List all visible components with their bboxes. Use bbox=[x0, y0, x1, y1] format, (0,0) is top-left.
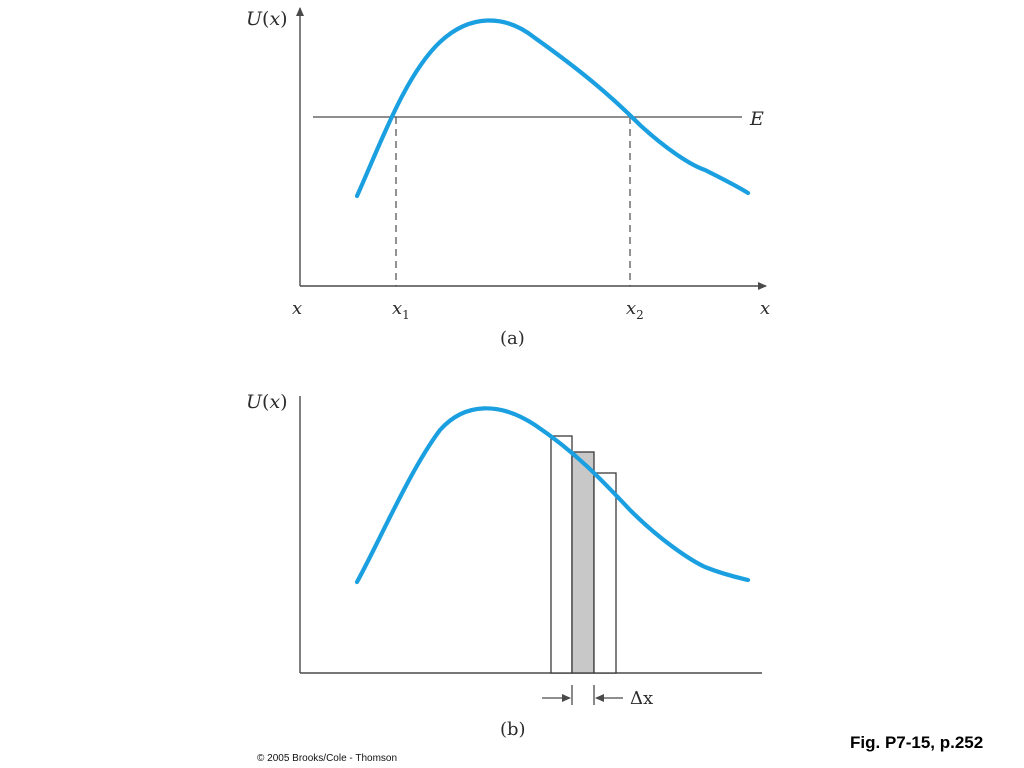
x1-label: x1 bbox=[392, 298, 410, 322]
potential-curve-a bbox=[354, 18, 751, 199]
strip-left bbox=[550, 435, 573, 674]
potential-curve-b bbox=[354, 406, 751, 585]
panel-a-x-axis-right-label: x bbox=[760, 298, 770, 319]
panel-b: U(x) Δx (b) bbox=[246, 391, 762, 740]
x2-label: x2 bbox=[626, 298, 644, 322]
copyright-notice: © 2005 Brooks/Cole - Thomson bbox=[257, 753, 398, 764]
strip-right bbox=[593, 472, 617, 674]
panel-a: U(x) E x x x1 x2 (a) bbox=[246, 7, 770, 349]
strip-shaded bbox=[571, 451, 595, 674]
panel-a-y-axis-label: U(x) bbox=[246, 8, 288, 30]
delta-x-label: Δx bbox=[630, 688, 653, 709]
panel-b-y-axis-label: U(x) bbox=[246, 391, 288, 413]
panel-b-caption: (b) bbox=[500, 719, 526, 740]
panel-a-caption: (a) bbox=[500, 328, 525, 349]
panel-a-x-axis-left-label: x bbox=[292, 298, 302, 319]
figure-caption: Fig. P7-15, p.252 bbox=[850, 733, 984, 752]
energy-label: E bbox=[749, 108, 764, 130]
